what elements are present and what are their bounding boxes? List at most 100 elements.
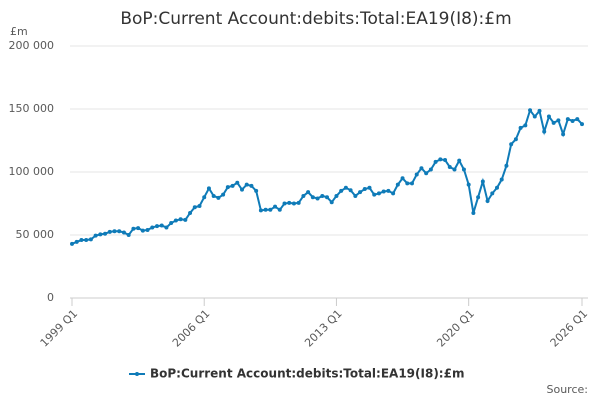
y-tick-label: 200 000 <box>9 39 55 52</box>
y-axis-label: £m <box>10 25 28 38</box>
x-tick-label: 2026 Q1 <box>548 307 591 350</box>
point <box>173 218 178 223</box>
point <box>575 117 580 122</box>
point <box>178 217 183 222</box>
x-tick-label: 2020 Q1 <box>434 307 477 350</box>
point <box>211 193 216 198</box>
point <box>476 195 481 200</box>
point <box>570 118 575 123</box>
line <box>71 108 583 245</box>
chart-title: BoP:Current Account:debits:Total:EA19(I8… <box>120 9 511 29</box>
point <box>230 183 235 188</box>
point <box>206 186 211 191</box>
point <box>367 185 372 190</box>
point <box>244 182 249 187</box>
point <box>381 189 386 194</box>
point <box>523 123 528 128</box>
point <box>414 172 419 177</box>
point <box>296 200 301 205</box>
point <box>395 182 400 187</box>
point <box>561 132 566 137</box>
point <box>140 228 145 233</box>
point <box>443 158 448 163</box>
y-tick-label: 50 000 <box>16 228 55 241</box>
point <box>287 200 292 205</box>
point <box>518 125 523 130</box>
point <box>197 204 202 209</box>
point <box>509 142 514 147</box>
point <box>528 108 533 113</box>
point <box>103 231 108 236</box>
point <box>221 192 226 197</box>
point <box>343 185 348 190</box>
point <box>216 195 221 200</box>
point <box>410 181 414 186</box>
point <box>504 163 509 168</box>
point <box>70 241 74 246</box>
point <box>386 188 391 193</box>
point <box>145 227 150 232</box>
point <box>121 230 126 235</box>
point <box>339 188 344 193</box>
point <box>79 238 84 243</box>
point <box>112 229 117 234</box>
point <box>93 233 98 238</box>
point <box>117 229 122 234</box>
point <box>490 191 495 196</box>
source: Source: <box>547 383 589 396</box>
point <box>291 201 296 206</box>
point <box>495 185 499 190</box>
point <box>202 195 207 200</box>
y-tick-label: 100 000 <box>9 165 55 178</box>
point <box>532 114 537 119</box>
legend-marker <box>135 372 139 376</box>
x-tick-label: 2006 Q1 <box>170 307 213 350</box>
point <box>362 187 367 192</box>
point <box>282 201 287 206</box>
point <box>353 193 358 198</box>
point <box>424 171 429 176</box>
point <box>84 238 89 243</box>
point <box>334 193 339 198</box>
point <box>254 188 259 193</box>
point <box>306 190 311 195</box>
point <box>155 224 159 229</box>
point <box>461 167 466 172</box>
point <box>376 191 381 196</box>
point <box>150 225 155 230</box>
x-tick-label: 1999 Q1 <box>38 307 81 350</box>
point <box>183 217 188 222</box>
point <box>273 204 278 209</box>
point <box>98 232 103 237</box>
point <box>268 207 273 212</box>
point <box>348 188 353 193</box>
point <box>320 193 325 198</box>
x-tick-label: 2013 Q1 <box>302 307 345 350</box>
point <box>126 233 131 237</box>
point <box>537 108 542 113</box>
point <box>277 207 282 212</box>
point <box>310 195 315 200</box>
point <box>466 182 471 187</box>
point <box>457 158 462 163</box>
point <box>249 183 254 188</box>
point <box>565 117 570 122</box>
point <box>74 239 79 244</box>
point <box>325 195 329 200</box>
point <box>192 205 197 210</box>
y-tick-label: 150 000 <box>9 102 55 115</box>
point <box>164 225 169 230</box>
point <box>88 237 93 242</box>
point <box>438 157 443 162</box>
point <box>358 190 363 195</box>
point <box>391 191 396 196</box>
point <box>315 196 320 201</box>
point <box>499 177 504 182</box>
point <box>551 120 556 125</box>
point <box>546 114 551 119</box>
point <box>372 192 377 197</box>
point <box>480 179 485 184</box>
point <box>225 185 230 190</box>
